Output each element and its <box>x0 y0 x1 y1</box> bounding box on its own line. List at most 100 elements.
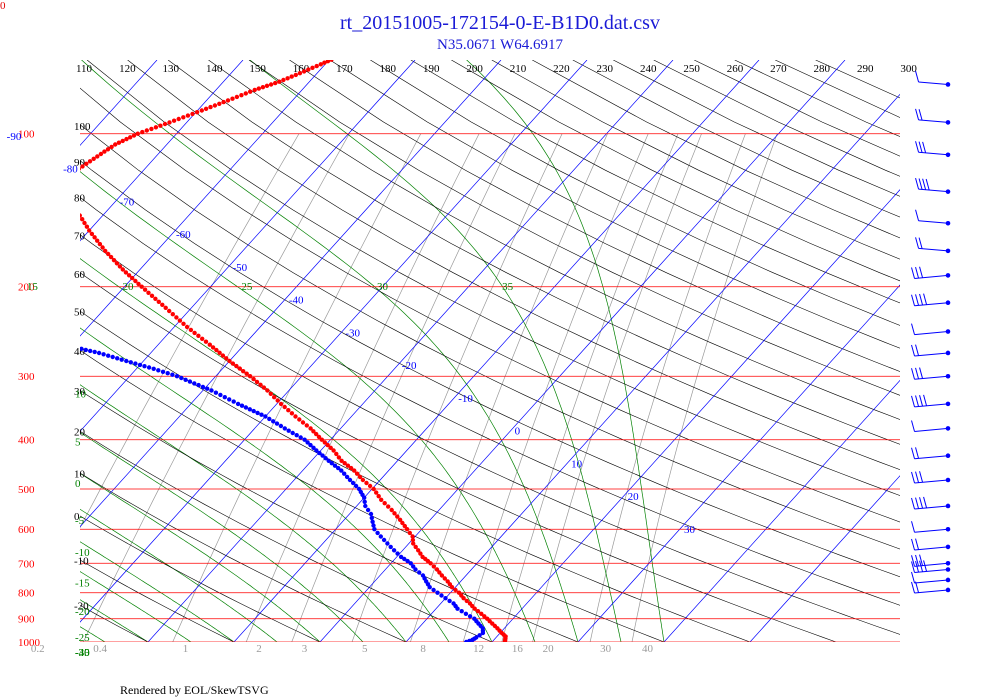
temperature-point <box>140 129 145 135</box>
dewpoint-point <box>183 377 188 382</box>
temperature-point <box>105 147 111 152</box>
dewpoint-point <box>218 392 223 398</box>
temperature-point <box>84 224 90 229</box>
wind-barb-flag <box>911 395 915 408</box>
temperature-point <box>243 91 248 96</box>
dewpoint-point <box>463 611 469 616</box>
dewpoint-point <box>398 554 404 560</box>
dewpoint-point <box>4 327 8 331</box>
dewpoint-point <box>110 354 115 360</box>
dewpoint-point <box>402 556 407 562</box>
isotherm-label: -20 <box>402 360 417 372</box>
moist-adiabat-top-label: 15 <box>27 281 38 293</box>
dewpoint-point <box>15 192 19 196</box>
temperature-point <box>67 185 71 189</box>
dry-adiabat-label: 40 <box>74 346 86 358</box>
temperature-point <box>244 371 249 376</box>
temperature-point <box>184 324 190 330</box>
temperature-point <box>258 382 263 387</box>
dewpoint-point <box>22 333 26 337</box>
dry-adiabat-line <box>80 272 837 642</box>
dewpoint-point <box>477 633 482 638</box>
temperature-point <box>311 429 316 434</box>
pressure-tick-label: 900 <box>18 614 35 626</box>
moist-adiabat-line <box>0 376 62 642</box>
dewpoint-point <box>353 483 359 489</box>
isotherm-label: -30 <box>345 327 360 339</box>
dewpoint-point <box>35 336 39 340</box>
wind-barb-staff <box>918 188 949 193</box>
temperature-point <box>241 369 246 374</box>
dewpoint-point <box>27 184 31 188</box>
dewpoint-point <box>323 456 328 461</box>
wind-barb <box>911 344 951 357</box>
temperature-point <box>68 176 72 180</box>
temperature-point <box>116 140 122 145</box>
wind-barb-flag <box>918 109 923 121</box>
temperature-point <box>181 115 186 120</box>
temperature-point <box>357 474 363 480</box>
isotherm-lines <box>80 60 900 642</box>
dewpoint-point <box>339 468 344 473</box>
isotherm-label: -80 <box>63 164 78 176</box>
dewpoint-point <box>83 347 89 353</box>
isotherm-label: -70 <box>120 196 135 208</box>
temperature-point <box>431 564 436 569</box>
pressure-tick-label: 600 <box>18 524 35 536</box>
dewpoint-point <box>362 499 367 504</box>
temperature-point <box>479 611 484 616</box>
top-axis-tick-label: 240 <box>640 63 657 75</box>
dewpoint-point <box>222 395 227 400</box>
wind-barb-flag <box>922 141 927 154</box>
top-axis-tick-label: 250 <box>683 63 700 75</box>
temperature-point <box>131 133 137 138</box>
wind-barb-flag <box>915 447 920 459</box>
temperature-point <box>297 71 303 76</box>
dewpoint-point <box>405 558 410 564</box>
dewpoint-point <box>451 601 456 606</box>
moist-adiabat-top-label: 25 <box>241 281 253 293</box>
wind-barb-flag <box>915 70 920 83</box>
wind-barb-flag <box>915 237 920 249</box>
temperature-point <box>203 339 209 344</box>
temperature-point <box>153 296 158 301</box>
temperature-point <box>304 423 309 428</box>
dry-adiabat-line <box>80 87 900 523</box>
temperature-point <box>73 206 77 210</box>
isotherm-line <box>80 60 330 337</box>
dewpoint-point <box>370 519 375 524</box>
wind-barb <box>911 266 951 279</box>
mixing-ratio-line <box>589 133 746 642</box>
temperature-point <box>331 448 336 453</box>
dewpoint-point <box>19 190 23 194</box>
chart-subtitle: N35.0671 W64.6917 <box>437 37 563 53</box>
dewpoint-point <box>282 426 287 431</box>
wind-barb-staff <box>914 375 949 380</box>
dewpoint-point <box>271 419 276 424</box>
wind-barb-flag <box>925 178 930 191</box>
dewpoint-point <box>447 598 452 604</box>
temperature-point <box>91 156 96 161</box>
temperature-point <box>114 261 120 266</box>
temperature-point <box>306 67 311 72</box>
top-axis-tick-label: 230 <box>597 63 614 75</box>
temperature-point <box>318 62 323 67</box>
moist-adiabat-label: -30 <box>75 647 90 659</box>
temperature-point <box>248 89 253 94</box>
wind-barb-flag <box>918 141 923 153</box>
dewpoint-point <box>294 433 299 438</box>
dewpoint-point <box>187 379 193 384</box>
temperature-point <box>273 80 278 86</box>
temperature-point <box>445 579 450 584</box>
dewpoint-point <box>31 335 35 339</box>
temperature-point <box>207 342 212 347</box>
dry-adiabat-label: 90 <box>74 157 86 169</box>
temperature-point <box>282 404 287 410</box>
dewpoint-point <box>302 437 307 442</box>
temperature-point <box>268 391 273 396</box>
temperature-point <box>485 616 490 621</box>
dewpoint-point <box>48 172 52 176</box>
temperature-point <box>200 336 205 341</box>
wind-barb-flag <box>911 323 915 335</box>
